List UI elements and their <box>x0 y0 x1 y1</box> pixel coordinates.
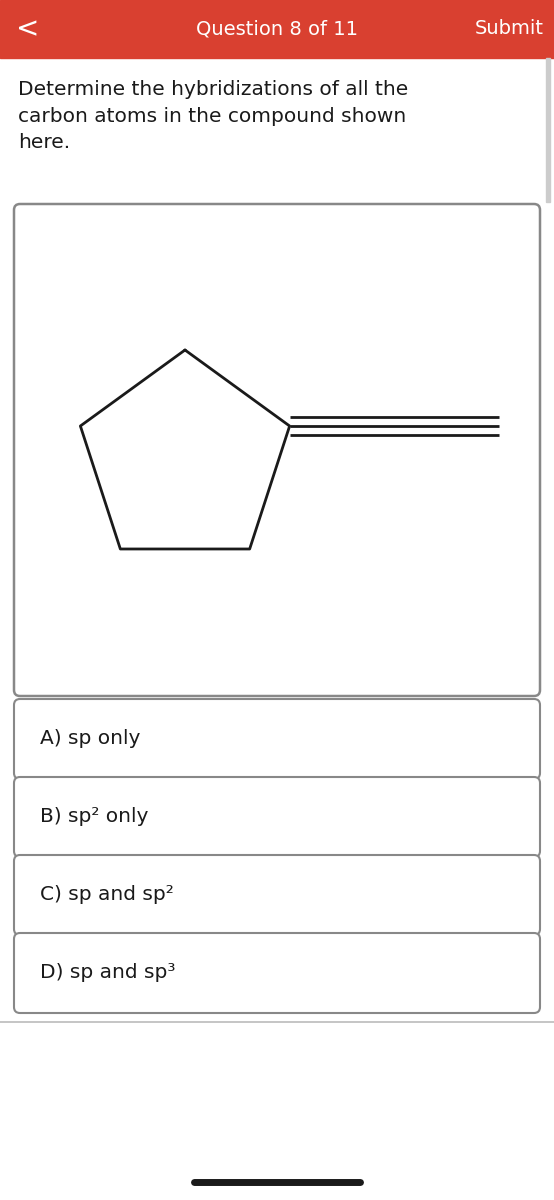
Text: D) sp and sp³: D) sp and sp³ <box>40 964 176 983</box>
FancyBboxPatch shape <box>14 778 540 857</box>
Text: <: < <box>16 14 40 43</box>
FancyBboxPatch shape <box>14 934 540 1013</box>
Bar <box>0 0 554 58</box>
FancyBboxPatch shape <box>14 698 540 779</box>
Text: Determine the hybridizations of all the
carbon atoms in the compound shown
here.: Determine the hybridizations of all the … <box>18 80 408 152</box>
Text: C) sp and sp²: C) sp and sp² <box>40 886 174 905</box>
Text: A) sp only: A) sp only <box>40 730 140 749</box>
FancyBboxPatch shape <box>14 204 540 696</box>
Bar <box>546 58 550 202</box>
Text: Submit: Submit <box>474 19 543 38</box>
Text: Question 8 of 11: Question 8 of 11 <box>196 19 358 38</box>
FancyBboxPatch shape <box>14 854 540 935</box>
Text: B) sp² only: B) sp² only <box>40 808 148 827</box>
